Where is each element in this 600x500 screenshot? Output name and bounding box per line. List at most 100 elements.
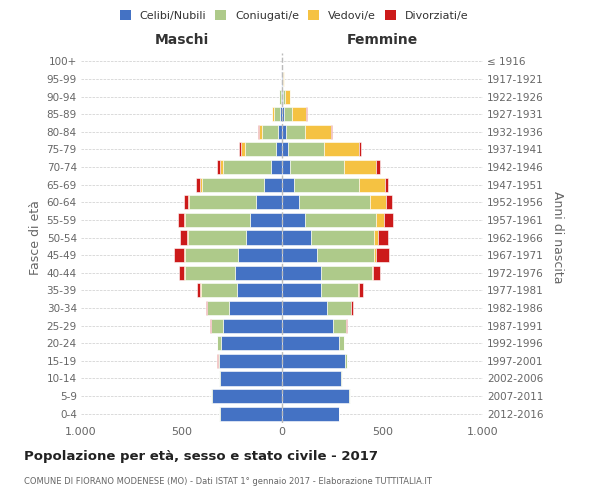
Bar [373,266,380,280]
Bar [299,195,370,210]
Bar [282,90,283,104]
Bar [282,406,339,420]
Bar [218,354,282,368]
Bar [282,160,290,174]
Bar [283,90,285,104]
Bar [374,248,376,262]
Bar [258,124,259,139]
Bar [262,124,278,139]
Bar [178,213,184,227]
Bar [200,284,237,298]
Bar [280,90,281,104]
Bar [376,248,389,262]
Bar [339,336,344,350]
Bar [286,124,305,139]
Bar [238,248,282,262]
Bar [223,160,271,174]
Bar [188,195,256,210]
Bar [197,284,200,298]
Bar [184,195,188,210]
Bar [278,124,282,139]
Bar [250,213,282,227]
Text: Femmine: Femmine [347,33,418,47]
Bar [376,213,384,227]
Bar [386,195,392,210]
Bar [287,142,324,156]
Bar [196,178,200,192]
Bar [282,124,286,139]
Bar [359,178,385,192]
Bar [290,160,344,174]
Bar [370,195,386,210]
Bar [184,213,185,227]
Y-axis label: Fasce di età: Fasce di età [29,200,43,275]
Bar [211,318,223,332]
Bar [185,248,238,262]
Bar [282,178,294,192]
Bar [359,284,363,298]
Bar [282,372,341,386]
Bar [179,266,184,280]
Bar [333,318,346,332]
Bar [272,107,274,121]
Bar [281,72,282,86]
Bar [321,284,358,298]
Bar [206,301,207,315]
Bar [321,266,373,280]
Bar [223,318,282,332]
Bar [331,124,332,139]
Bar [220,160,223,174]
Bar [237,284,282,298]
Bar [274,107,280,121]
Bar [327,301,351,315]
Bar [187,230,188,244]
Bar [174,248,184,262]
Bar [282,318,333,332]
Bar [246,230,282,244]
Bar [282,213,305,227]
Text: COMUNE DI FIORANO MODENESE (MO) - Dati ISTAT 1° gennaio 2017 - Elaborazione TUTT: COMUNE DI FIORANO MODENESE (MO) - Dati I… [24,478,432,486]
Bar [264,178,282,192]
Bar [346,318,347,332]
Y-axis label: Anni di nascita: Anni di nascita [551,191,564,284]
Bar [282,142,287,156]
Bar [221,336,282,350]
Bar [346,354,347,368]
Text: Popolazione per età, sesso e stato civile - 2017: Popolazione per età, sesso e stato civil… [24,450,378,463]
Bar [200,178,202,192]
Bar [282,301,327,315]
Bar [283,72,284,86]
Bar [229,301,282,315]
Bar [239,142,241,156]
Bar [245,142,276,156]
Bar [317,248,374,262]
Bar [282,354,346,368]
Bar [282,195,299,210]
Bar [344,160,376,174]
Bar [185,266,235,280]
Bar [282,107,284,121]
Bar [294,178,359,192]
Bar [188,230,246,244]
Bar [384,213,393,227]
Bar [185,213,250,227]
Bar [305,213,376,227]
Bar [285,90,290,104]
Bar [385,178,388,192]
Bar [220,406,282,420]
Bar [207,301,229,315]
Bar [241,142,245,156]
Bar [202,178,264,192]
Bar [276,142,282,156]
Bar [311,230,374,244]
Bar [324,142,359,156]
Bar [217,336,221,350]
Bar [282,336,339,350]
Bar [212,389,282,403]
Bar [217,160,220,174]
Bar [282,389,349,403]
Bar [235,266,282,280]
Bar [282,284,321,298]
Bar [282,72,283,86]
Bar [292,107,306,121]
